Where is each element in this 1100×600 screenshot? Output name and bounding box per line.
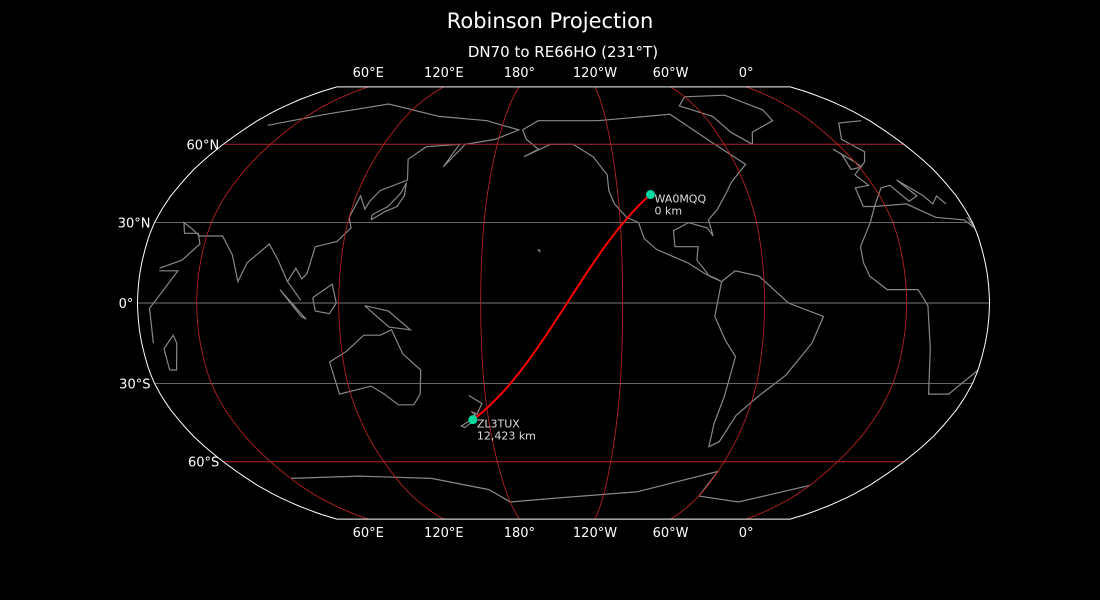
- lat-tick-label: 60°N: [186, 138, 219, 153]
- lat-tick-label: 60°S: [188, 456, 219, 471]
- lon-tick-label: 60°W: [653, 526, 689, 541]
- coastline: [522, 113, 747, 283]
- map-outline: [136, 86, 991, 520]
- coastline: [832, 148, 863, 171]
- meridian-gridline: [480, 86, 520, 520]
- coastline: [329, 328, 422, 406]
- coastline: [148, 270, 180, 344]
- lon-tick-label: 180°: [504, 526, 535, 541]
- coastline: [312, 283, 337, 315]
- meridian-gridline: [196, 86, 369, 520]
- map-title: Robinson Projection: [446, 9, 654, 33]
- coastline: [163, 333, 178, 371]
- lon-tick-label: 120°E: [424, 526, 464, 541]
- lon-tick-label: 0°: [739, 526, 754, 541]
- coastline: [862, 262, 979, 395]
- coastline: [859, 203, 976, 263]
- station-marker[interactable]: [468, 415, 478, 425]
- lon-tick-label: 180°: [504, 66, 535, 81]
- station-distance: 12,423 km: [477, 430, 536, 443]
- lon-tick-label: 120°W: [573, 66, 617, 81]
- lon-tick-label: 120°E: [424, 66, 464, 81]
- station-distance: 0 km: [655, 205, 683, 218]
- lon-tick-label: 120°W: [573, 526, 617, 541]
- coastline: [537, 248, 541, 253]
- great-circle-path: [472, 193, 652, 421]
- meridian-gridline: [338, 86, 445, 520]
- meridian-gridline: [746, 86, 908, 520]
- station-marker[interactable]: [646, 190, 656, 200]
- coastline: [863, 179, 947, 208]
- meridian-gridline: [670, 86, 766, 520]
- station-callsign: WA0MQQ: [655, 193, 707, 206]
- lon-tick-label: 60°E: [353, 66, 384, 81]
- coastline: [159, 103, 521, 301]
- coastline: [279, 289, 307, 320]
- map-subtitle: DN70 to RE66HO (231°T): [467, 43, 659, 61]
- coastline: [290, 475, 511, 503]
- coastline: [678, 94, 774, 145]
- coastline: [364, 305, 413, 331]
- lon-tick-label: 60°W: [653, 66, 689, 81]
- lat-tick-label: 30°N: [118, 217, 151, 232]
- lat-tick-label: 30°S: [119, 377, 150, 392]
- coastline: [510, 470, 811, 503]
- coastline: [838, 120, 871, 207]
- coastline: [370, 182, 408, 221]
- lat-tick-label: 0°: [119, 297, 134, 312]
- meridian-gridline: [594, 86, 624, 520]
- lon-tick-label: 0°: [739, 66, 754, 81]
- station-callsign: ZL3TUX: [477, 418, 520, 431]
- lon-tick-label: 60°E: [353, 526, 384, 541]
- coastline: [708, 270, 825, 448]
